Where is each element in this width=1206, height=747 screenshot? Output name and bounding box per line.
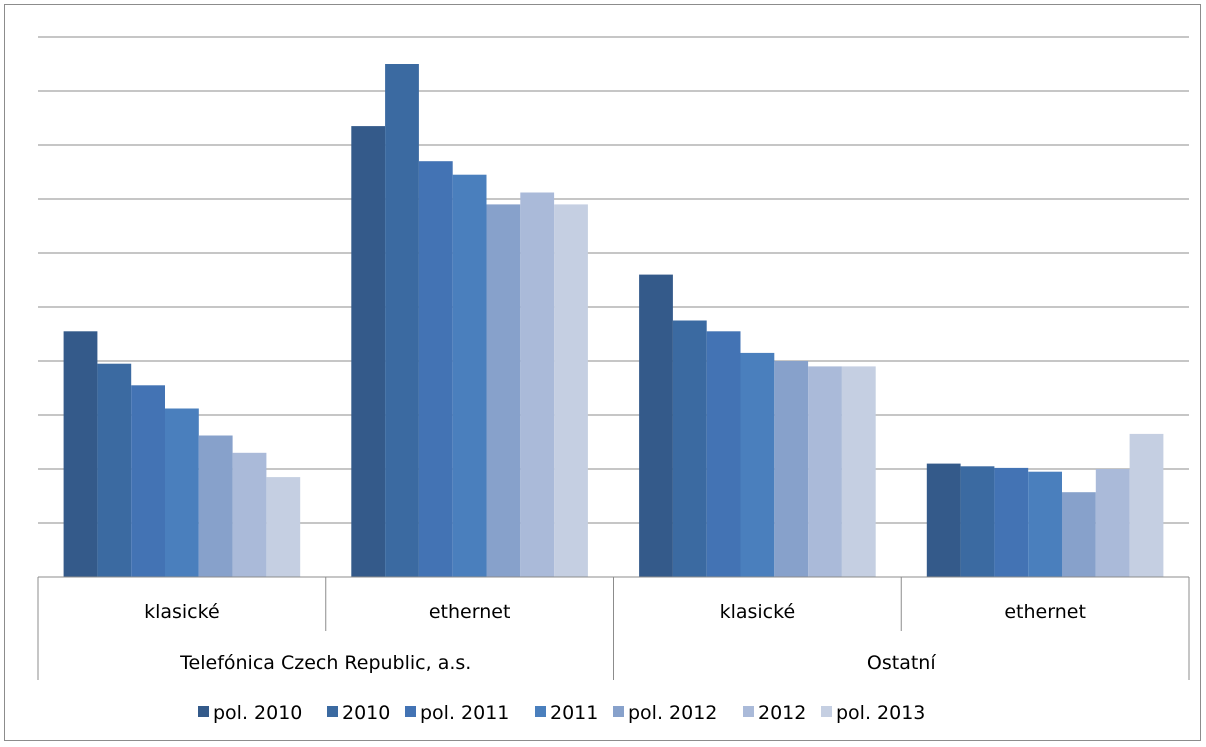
legend-swatch bbox=[613, 706, 624, 717]
bar bbox=[1062, 492, 1096, 577]
category-label: klasické bbox=[720, 601, 796, 623]
legend-label: pol. 2011 bbox=[420, 702, 509, 724]
bar bbox=[1129, 433, 1164, 577]
bar bbox=[926, 463, 961, 577]
category-label: klasické bbox=[144, 601, 220, 623]
legend-label: pol. 2010 bbox=[213, 702, 302, 724]
bars bbox=[63, 64, 1164, 577]
bar bbox=[520, 192, 555, 577]
bar bbox=[165, 408, 199, 577]
bar bbox=[198, 435, 233, 577]
group-label: Telefónica Czech Republic, a.s. bbox=[179, 652, 471, 674]
legend-label: pol. 2012 bbox=[628, 702, 717, 724]
bar bbox=[554, 204, 588, 577]
legend-swatch bbox=[535, 706, 546, 717]
legend-label: 2010 bbox=[342, 702, 390, 724]
legend-label: 2011 bbox=[550, 702, 598, 724]
group-label: Ostatní bbox=[867, 652, 936, 674]
bar bbox=[63, 331, 98, 577]
bar bbox=[131, 385, 165, 577]
legend: pol. 2010 2010 pol. 2011 2011 pol. 2012 2012 p… bbox=[198, 702, 925, 724]
legend-swatch bbox=[405, 706, 416, 717]
bar bbox=[232, 452, 267, 577]
bar bbox=[452, 174, 487, 577]
bar bbox=[418, 161, 453, 577]
bar bbox=[486, 204, 521, 577]
bar bbox=[672, 320, 707, 577]
bar bbox=[808, 366, 842, 577]
chart-frame bbox=[4, 4, 1201, 741]
legend-label: pol. 2013 bbox=[836, 702, 925, 724]
category-axis: klasické ethernet klasické ethernet Telefóni… bbox=[37, 576, 1190, 680]
bar bbox=[266, 477, 301, 577]
category-label: ethernet bbox=[429, 601, 511, 623]
bar bbox=[841, 366, 876, 577]
category-label: ethernet bbox=[1004, 601, 1086, 623]
legend-label: 2012 bbox=[758, 702, 806, 724]
bar bbox=[1028, 471, 1062, 577]
legend-swatch bbox=[327, 706, 338, 717]
bar bbox=[97, 363, 132, 577]
legend-swatch bbox=[198, 706, 209, 717]
bar bbox=[774, 361, 809, 577]
bar bbox=[385, 64, 419, 577]
bar bbox=[1095, 469, 1130, 577]
bar bbox=[960, 466, 995, 577]
bar bbox=[740, 352, 775, 577]
bar bbox=[351, 126, 386, 577]
bar bbox=[706, 331, 741, 577]
legend-swatch bbox=[743, 706, 754, 717]
legend-swatch bbox=[821, 706, 832, 717]
bar bbox=[994, 467, 1029, 577]
bar bbox=[639, 274, 673, 577]
